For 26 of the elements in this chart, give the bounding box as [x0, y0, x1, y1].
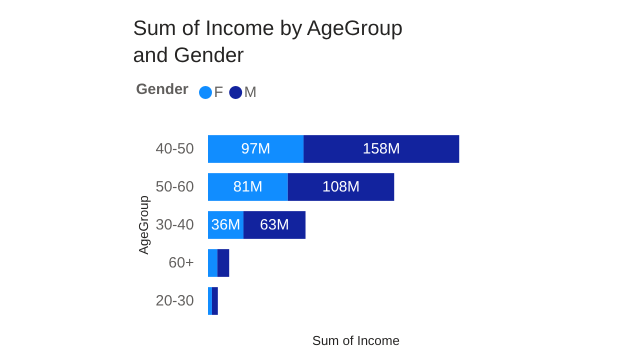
bar [288, 173, 394, 201]
data-label: 108M [322, 178, 360, 196]
y-tick-label: 60+ [168, 254, 194, 272]
bar [243, 211, 306, 239]
bar [208, 249, 218, 277]
y-tick-label: 20-30 [156, 292, 194, 310]
bar [217, 249, 230, 277]
y-axis-title: AgeGroup [136, 195, 151, 255]
x-axis-title: Sum of Income [312, 333, 400, 348]
legend-label: F [214, 84, 224, 101]
data-label: 97M [241, 140, 270, 158]
legend-label: M [244, 84, 257, 101]
bar [208, 135, 304, 163]
bar [208, 173, 288, 201]
data-label: 81M [233, 178, 262, 196]
data-label: 63M [260, 216, 290, 234]
y-tick-label: 30-40 [156, 216, 194, 234]
legend-title: Gender [136, 81, 189, 98]
data-label: 158M [362, 140, 400, 158]
chart-title: Sum of Income by AgeGroup and Gender [133, 17, 408, 67]
y-tick-label: 40-50 [156, 140, 194, 158]
bar [212, 287, 218, 315]
bar [304, 135, 460, 163]
bar [208, 287, 212, 315]
data-label: 36M [211, 216, 240, 234]
y-tick-label: 50-60 [156, 178, 194, 196]
